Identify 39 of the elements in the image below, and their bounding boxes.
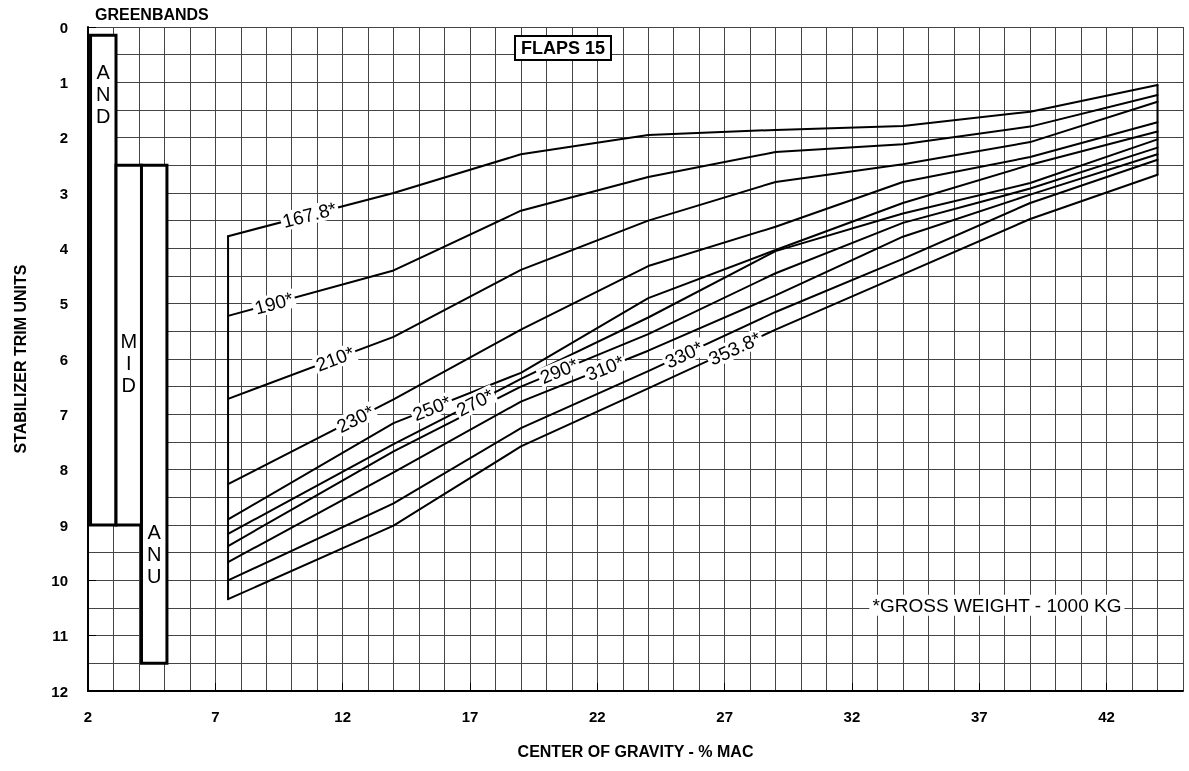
x-tick-label: 22 xyxy=(588,708,606,725)
text: 310* xyxy=(582,350,628,386)
text: 210* xyxy=(313,341,358,376)
text: GREENBANDS xyxy=(95,5,210,23)
x-tick-label: 27 xyxy=(716,708,733,725)
y-tick-label: 8 xyxy=(59,461,68,479)
x-tick-label: 2 xyxy=(83,708,93,725)
y-tick-label: 0 xyxy=(59,18,68,36)
y-tick-label: 7 xyxy=(59,405,68,423)
x-tick-label: 42 xyxy=(1098,708,1115,725)
y-tick-label: 4 xyxy=(59,239,69,257)
x-tick-label: 17 xyxy=(461,708,479,725)
text: 167.8* xyxy=(280,197,340,232)
y-axis-title: STABILIZER TRIM UNITS xyxy=(11,264,29,454)
annotation: *GROSS WEIGHT - 1000 KG xyxy=(872,594,1122,616)
y-tick-label: 11 xyxy=(52,627,68,645)
y-tick-label: 3 xyxy=(59,184,68,202)
y-tick-label: 5 xyxy=(59,295,68,313)
text: 290* xyxy=(537,353,582,389)
y-tick-label: 9 xyxy=(59,516,68,534)
text: 330* xyxy=(661,336,707,373)
y-tick-label: 10 xyxy=(51,571,68,589)
series-label: AND xyxy=(96,61,111,128)
series-label: ANU xyxy=(146,520,162,587)
x-tick-label: 12 xyxy=(334,708,351,725)
text: 250* xyxy=(409,390,455,426)
text: 190* xyxy=(252,287,297,319)
series-label: MID xyxy=(120,330,138,397)
x-tick-label: 37 xyxy=(970,708,988,725)
y-tick-label: 1 xyxy=(59,73,68,91)
y-tick-label: 2 xyxy=(59,129,68,147)
y-tick-label: 12 xyxy=(51,682,68,700)
text: 270* xyxy=(452,383,498,421)
text: FLAPS 15 xyxy=(521,38,606,58)
text: 230* xyxy=(333,400,379,438)
y-tick-label: 6 xyxy=(59,350,68,368)
x-tick-label: 32 xyxy=(843,708,861,725)
x-axis-title: CENTER OF GRAVITY - % MAC xyxy=(517,742,754,760)
x-tick-label: 7 xyxy=(211,708,220,725)
